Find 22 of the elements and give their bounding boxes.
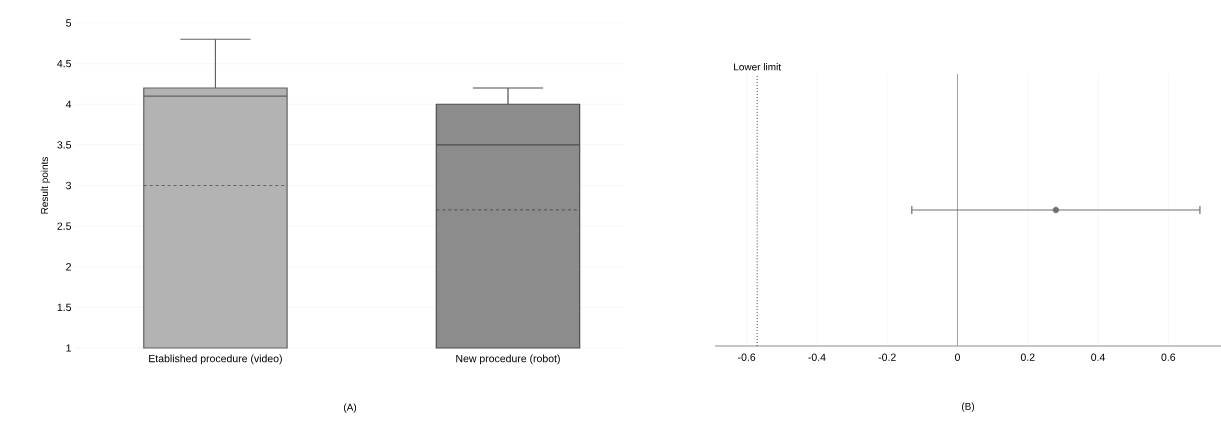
y-tick-label: 2.5 [57,222,72,230]
text: (A) [343,403,357,413]
y-tick-label: 1.5 [57,303,72,312]
y-axis-title: Result points [40,156,51,214]
x-tick-label: Etablished procedure (video) [149,354,282,365]
y-tick-label: 4.5 [57,59,72,68]
x-tick-label: -0.6 [738,353,756,361]
y-tick-label: 2 [66,263,71,271]
y-tick-label: 3.5 [57,141,72,149]
x-tick-label: -0.2 [878,353,896,361]
y-tick-label: 5 [66,19,72,27]
x-tick-label: 0 [954,353,960,361]
x-tick-label: 0.2 [1020,353,1035,361]
x-tick-label: -0.4 [808,353,826,361]
x-tick-label: 0.6 [1161,353,1176,361]
text: (B) [961,402,975,412]
y-tick-label: 1 [66,344,71,352]
y-tick-label: 3 [66,181,72,190]
ref-line-label: Lower limit [734,63,781,71]
y-tick-label: 4 [65,100,72,108]
x-tick-label: 0.4 [1091,353,1106,361]
x-tick-label: New procedure (robot) [456,354,560,365]
